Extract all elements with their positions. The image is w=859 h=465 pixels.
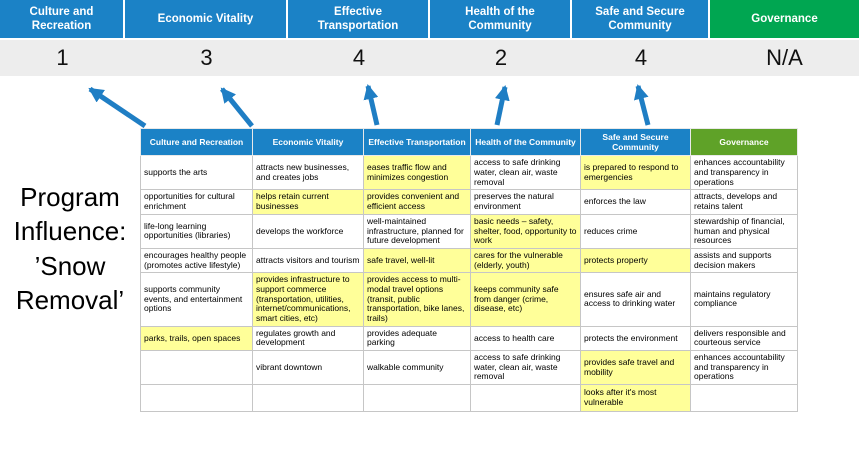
program-influence-label: Program Influence: ’Snow Removal’ [13, 182, 127, 315]
table-cell: access to safe drinking water, clean air… [470, 350, 581, 386]
table-cell: maintains regulatory compliance [690, 272, 798, 327]
table-cell: parks, trails, open spaces [140, 325, 253, 352]
table-row: supports community events, and entertain… [140, 272, 798, 327]
table-row: supports the arts attracts new businesses… [140, 155, 798, 191]
table-cell: stewardship of financial, human and phys… [690, 213, 798, 249]
arrow-icon [220, 87, 254, 128]
score-governance: N/A [766, 45, 803, 70]
table-row: vibrant downtown walkable community access… [140, 350, 798, 386]
table-cell: basic needs – safety, shelter, food, opp… [470, 213, 581, 249]
table-cell: eases traffic flow and minimizes congest… [363, 155, 471, 191]
summary-header-effective-transportation: Effective Transportation [288, 0, 430, 38]
table-header-row: Culture and Recreation Economic Vitality E… [140, 127, 798, 157]
table-cell: attracts visitors and tourism [252, 247, 364, 274]
table-cell: access to health care [470, 325, 581, 352]
table-cell: enforces the law [580, 189, 691, 215]
table-cell: keeps community safe from danger (crime,… [470, 272, 581, 327]
table-cell: access to safe drinking water, clean air… [470, 155, 581, 191]
column-header: Effective Transportation [363, 127, 471, 157]
summary-header-culture-recreation: Culture and Recreation [0, 0, 125, 38]
score-health-community: 2 [494, 45, 508, 70]
table-cell: provides access to multi-modal travel op… [363, 272, 471, 327]
table-cell [363, 384, 471, 413]
table-cell [252, 384, 364, 413]
table-cell: vibrant downtown [252, 350, 364, 386]
summary-header-row: Culture and Recreation Economic Vitality… [0, 0, 859, 38]
table-cell: walkable community [363, 350, 471, 386]
arrow-icon [633, 84, 651, 126]
column-header: Safe and Secure Community [580, 127, 691, 157]
score-culture-recreation: 1 [56, 45, 69, 70]
table-row: parks, trails, open spaces regulates grow… [140, 325, 798, 352]
table-cell [140, 384, 253, 413]
column-header: Governance [690, 127, 798, 157]
table-cell: enhances accountability and transparency… [690, 155, 798, 191]
table-cell: develops the workforce [252, 213, 364, 249]
table-cell [140, 350, 253, 386]
table-cell: looks after it's most vulnerable [580, 384, 691, 413]
table-cell: supports community events, and entertain… [140, 272, 253, 327]
table-row: looks after it's most vulnerable [140, 384, 798, 413]
table-cell: attracts new businesses, and creates job… [252, 155, 364, 191]
influence-arrows [88, 84, 651, 129]
table-cell: delivers responsible and courteous servi… [690, 325, 798, 352]
table-cell: safe travel, well-lit [363, 247, 471, 274]
influence-matrix: Culture and Recreation Economic Vitality E… [140, 127, 798, 413]
table-cell: attracts, develops and retains talent [690, 189, 798, 215]
table-cell: protects property [580, 247, 691, 274]
table-cell [470, 384, 581, 413]
table-cell: encourages healthy people (promotes acti… [140, 247, 253, 274]
column-header: Culture and Recreation [140, 127, 253, 157]
table-cell: life-long learning opportunities (librar… [140, 213, 253, 249]
arrow-icon [494, 85, 510, 126]
table-cell: assists and supports decision makers [690, 247, 798, 274]
arrow-icon [88, 86, 147, 129]
table-cell: supports the arts [140, 155, 253, 191]
score-row: 1 3 4 2 4 N/A [0, 40, 859, 76]
table-cell: is prepared to respond to emergencies [580, 155, 691, 191]
summary-header-governance: Governance [710, 0, 859, 38]
summary-header-safe-secure: Safe and Secure Community [572, 0, 710, 38]
table-row: opportunities for cultural enrichment hel… [140, 189, 798, 215]
table-cell: preserves the natural environment [470, 189, 581, 215]
table-cell: provides safe travel and mobility [580, 350, 691, 386]
score-safe-secure: 4 [634, 45, 648, 70]
table-cell: ensures safe air and access to drinking … [580, 272, 691, 327]
score-effective-transportation: 4 [352, 45, 366, 70]
column-header: Health of the Community [470, 127, 581, 157]
score-economic-vitality: 3 [200, 45, 213, 70]
table-cell: provides adequate parking [363, 325, 471, 352]
table-cell: opportunities for cultural enrichment [140, 189, 253, 215]
table-cell: provides infrastructure to support comme… [252, 272, 364, 327]
table-cell: enhances accountability and transparency… [690, 350, 798, 386]
table-cell: reduces crime [580, 213, 691, 249]
influence-table: Culture and Recreation Economic Vitality E… [140, 127, 798, 413]
table-row: life-long learning opportunities (librar… [140, 213, 798, 249]
column-header: Economic Vitality [252, 127, 364, 157]
table-cell: helps retain current businesses [252, 189, 364, 215]
arrow-icon [363, 84, 380, 126]
table-cell: regulates growth and development [252, 325, 364, 352]
summary-header-economic-vitality: Economic Vitality [125, 0, 288, 38]
table-cell [690, 384, 798, 413]
table-row: encourages healthy people (promotes acti… [140, 247, 798, 274]
table-cell: well-maintained infrastructure, planned … [363, 213, 471, 249]
table-cell: protects the environment [580, 325, 691, 352]
table-cell: provides convenient and efficient access [363, 189, 471, 215]
table-cell: cares for the vulnerable (elderly, youth… [470, 247, 581, 274]
summary-header-health-community: Health of the Community [430, 0, 572, 38]
